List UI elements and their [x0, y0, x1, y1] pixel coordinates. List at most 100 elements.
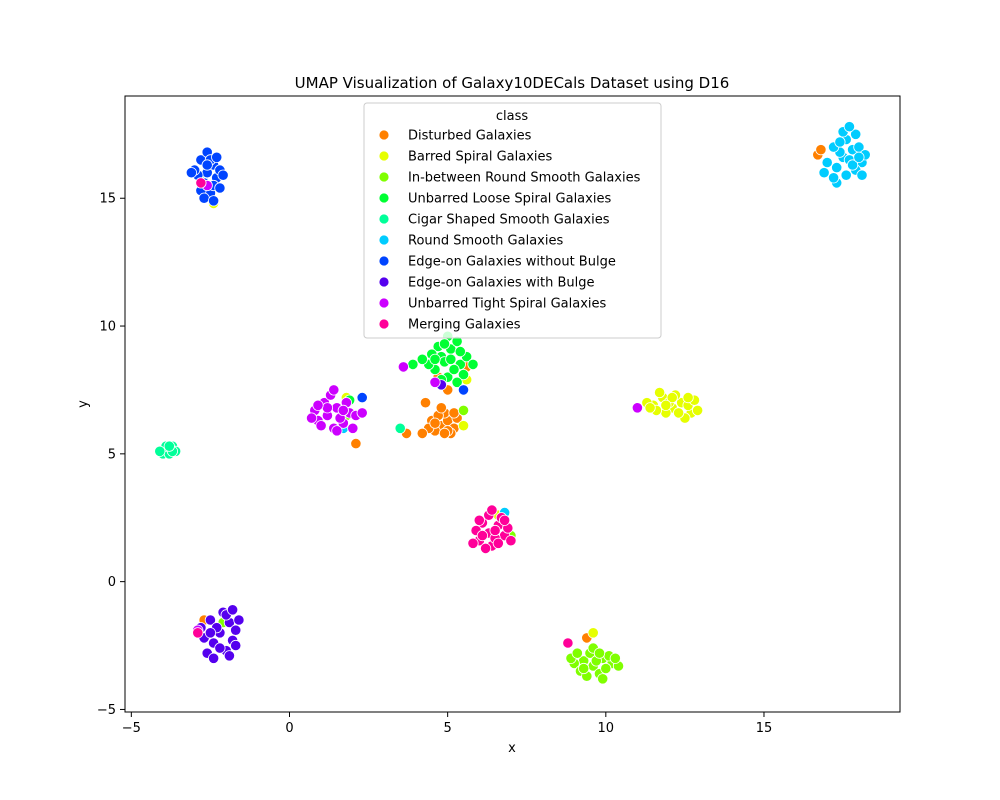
data-point-series-7 — [208, 652, 220, 664]
axes-frame — [124, 95, 901, 713]
data-point-series-3 — [457, 368, 470, 381]
legend-entry-label: In-between Round Smooth Galaxies — [408, 171, 641, 186]
legend-entry-label: Disturbed Galaxies — [408, 129, 532, 144]
y-tick-label: 0 — [108, 575, 116, 590]
legend-marker — [378, 255, 390, 267]
data-point-series-2 — [600, 662, 612, 675]
data-point-series-8 — [631, 402, 644, 414]
legend-marker — [378, 297, 390, 309]
legend-marker — [378, 171, 390, 183]
data-point-series-1 — [653, 386, 666, 399]
data-point-series-9 — [473, 514, 485, 526]
data-point-series-3 — [407, 358, 419, 370]
legend-entry-label: Merging Galaxies — [408, 318, 521, 333]
data-point-series-9 — [505, 535, 517, 547]
y-tick-label: 5 — [108, 447, 116, 462]
y-axis: −5 0 5 10 15 — [97, 192, 125, 718]
data-point-series-9 — [479, 542, 492, 555]
data-point-series-7 — [233, 614, 245, 626]
data-point-series-5 — [853, 151, 865, 163]
data-point-series-5 — [843, 121, 856, 133]
x-tick-label: 5 — [444, 721, 452, 736]
data-point-series-4 — [163, 440, 175, 452]
data-point-series-1 — [587, 627, 599, 639]
data-point-series-6 — [457, 384, 470, 396]
data-point-series-0 — [435, 402, 447, 414]
data-point-series-5 — [840, 169, 852, 181]
data-point-series-7 — [204, 627, 216, 639]
legend-frame — [363, 102, 662, 339]
data-point-series-8 — [305, 412, 318, 424]
data-point-series-6 — [217, 169, 229, 181]
data-point-series-9 — [195, 177, 207, 189]
data-point-series-5 — [818, 167, 830, 179]
legend-entry-label: Round Smooth Galaxies — [408, 234, 563, 249]
data-point-series-8 — [347, 422, 359, 434]
data-point-series-0 — [429, 417, 441, 429]
data-point-series-3 — [467, 358, 479, 370]
legend-entry-label: Barred Spiral Galaxies — [408, 150, 553, 165]
data-point-series-6 — [201, 159, 213, 171]
x-axis: −5 0 5 10 15 — [122, 712, 773, 736]
data-point-series-0 — [438, 427, 451, 439]
x-tick-label: 15 — [756, 721, 773, 736]
data-point-series-8 — [429, 376, 441, 388]
data-point-series-9 — [486, 504, 498, 516]
x-tick-label: 0 — [285, 721, 293, 736]
data-point-series-3 — [448, 363, 460, 376]
legend-marker — [378, 213, 390, 225]
legend-entry-label: Edge-on Galaxies with Bulge — [408, 276, 595, 291]
data-point-series-7 — [227, 604, 239, 616]
data-point-series-1 — [457, 420, 470, 432]
data-point-series-7 — [204, 614, 216, 626]
data-point-series-5 — [850, 128, 862, 140]
data-point-series-2 — [597, 673, 609, 685]
legend-marker — [378, 192, 390, 204]
data-point-series-8 — [321, 402, 333, 414]
data-point-series-2 — [578, 662, 590, 675]
data-point-series-3 — [451, 376, 463, 388]
legend-marker — [378, 276, 390, 288]
data-point-series-3 — [445, 353, 457, 365]
data-point-series-1 — [672, 407, 685, 419]
legend-entry-label: Unbarred Loose Spiral Galaxies — [408, 192, 611, 207]
y-axis-label: y — [76, 400, 91, 408]
legend-marker — [378, 150, 390, 162]
points-layer — [154, 121, 871, 685]
data-point-series-3 — [429, 353, 441, 365]
data-point-series-5 — [834, 136, 846, 148]
data-point-series-5 — [831, 162, 843, 174]
data-point-series-9 — [498, 514, 511, 526]
x-tick-label: −5 — [122, 721, 141, 736]
x-axis-label: x — [508, 741, 516, 756]
data-point-series-4 — [394, 422, 406, 434]
data-point-series-1 — [682, 391, 694, 404]
data-point-series-0 — [350, 437, 362, 450]
data-point-series-6 — [208, 195, 220, 207]
data-point-series-6 — [198, 192, 210, 204]
legend-entry-label: Unbarred Tight Spiral Galaxies — [408, 297, 606, 312]
data-point-series-5 — [821, 156, 833, 169]
data-point-series-1 — [644, 402, 656, 414]
data-point-series-0 — [416, 427, 428, 439]
legend-marker — [378, 234, 390, 246]
data-point-series-9 — [192, 627, 204, 639]
legend-marker — [378, 318, 390, 330]
data-point-series-1 — [666, 391, 678, 404]
data-point-series-2 — [609, 652, 621, 664]
data-point-series-8 — [397, 361, 409, 373]
data-point-series-3 — [416, 353, 428, 365]
data-point-series-7 — [230, 624, 242, 636]
data-point-series-0 — [448, 407, 460, 419]
data-point-series-6 — [211, 151, 223, 163]
data-point-series-6 — [185, 167, 197, 179]
data-point-series-0 — [419, 397, 432, 409]
data-point-series-2 — [457, 404, 470, 416]
data-point-series-5 — [846, 159, 859, 171]
data-point-series-3 — [454, 345, 466, 358]
data-point-series-7 — [230, 639, 242, 652]
chart-title: UMAP Visualization of Galaxy10DECals Dat… — [295, 74, 730, 92]
data-point-series-9 — [476, 529, 488, 542]
legend: class Disturbed Galaxies Barred Spiral Ga… — [363, 102, 662, 339]
